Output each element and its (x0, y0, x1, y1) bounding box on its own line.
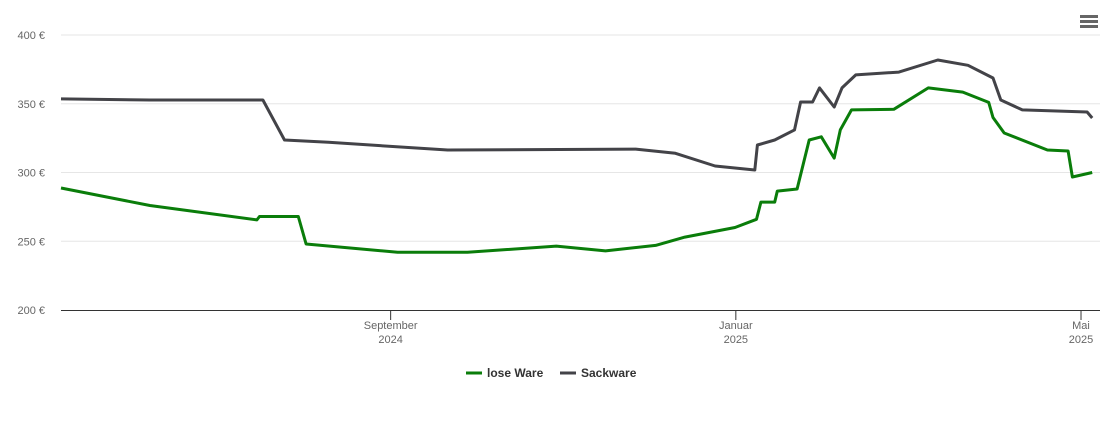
y-tick-label: 250 € (17, 236, 45, 248)
x-tick-label: Januar 2025 (719, 320, 753, 346)
y-tick-label: 300 € (17, 168, 45, 180)
y-tick-label: 400 € (17, 30, 45, 42)
legend-label: lose Ware (487, 366, 544, 380)
line-series (60, 58, 1094, 172)
y-tick-label: 200 € (17, 305, 45, 317)
legend-item[interactable]: Sackware (560, 366, 637, 380)
menu-bar (1080, 25, 1098, 28)
line-series (60, 86, 1093, 254)
legend-label: Sackware (581, 366, 637, 380)
menu-bar (1080, 15, 1098, 18)
menu-bar (1080, 20, 1098, 23)
y-tick-label: 350 € (17, 99, 45, 111)
legend-item[interactable]: lose Ware (466, 366, 544, 380)
x-tick-label: September 2024 (364, 320, 418, 346)
menu-button[interactable] (1080, 15, 1098, 28)
x-tick-label: Mai 2025 (1069, 320, 1093, 346)
